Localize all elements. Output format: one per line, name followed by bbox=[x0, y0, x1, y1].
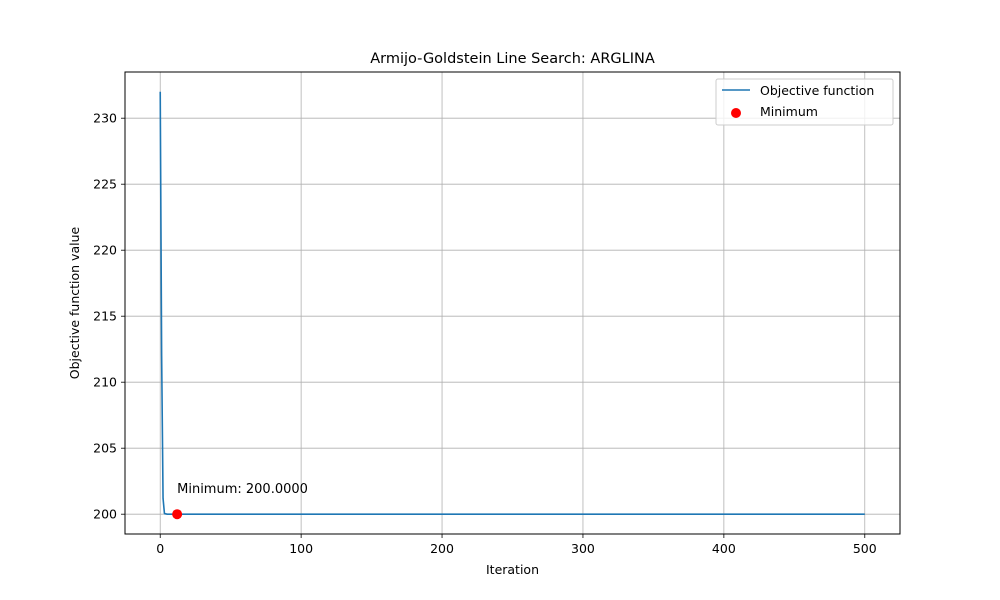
y-tick-label: 205 bbox=[93, 441, 117, 456]
ticks: 0 100 200 300 400 500 200 205 210 215 220 225 230 bbox=[93, 111, 877, 556]
y-tick-label: 230 bbox=[93, 111, 117, 126]
legend-entry-minimum: Minimum bbox=[760, 104, 818, 119]
x-tick-label: 200 bbox=[430, 541, 454, 556]
x-tick-label: 0 bbox=[156, 541, 164, 556]
x-tick-label: 100 bbox=[289, 541, 313, 556]
y-tick-label: 210 bbox=[93, 375, 117, 390]
x-tick-label: 500 bbox=[853, 541, 877, 556]
plot-frame bbox=[124, 71, 901, 535]
objective-function-line bbox=[159, 91, 865, 516]
y-axis-label: Objective function value bbox=[67, 226, 82, 379]
legend-entry-objective: Objective function bbox=[760, 83, 874, 98]
chart-title: Armijo-Goldstein Line Search: ARGLINA bbox=[370, 51, 655, 67]
minimum-annotation: Minimum: 200.0000 bbox=[177, 482, 308, 497]
y-tick-label: 215 bbox=[93, 309, 117, 324]
y-tick-label: 200 bbox=[93, 507, 117, 522]
legend-box bbox=[715, 78, 894, 126]
series-layer: Minimum: 200.0000 bbox=[159, 91, 865, 520]
legend: Objective function Minimum bbox=[715, 78, 894, 126]
x-tick-label: 400 bbox=[712, 541, 736, 556]
plot-area bbox=[125, 72, 900, 534]
x-axis-label: Iteration bbox=[486, 562, 539, 577]
minimum-point bbox=[172, 509, 183, 520]
x-tick-label: 300 bbox=[571, 541, 595, 556]
y-tick-label: 220 bbox=[93, 243, 117, 258]
y-tick-label: 225 bbox=[93, 177, 117, 192]
legend-marker-swatch bbox=[731, 108, 741, 118]
